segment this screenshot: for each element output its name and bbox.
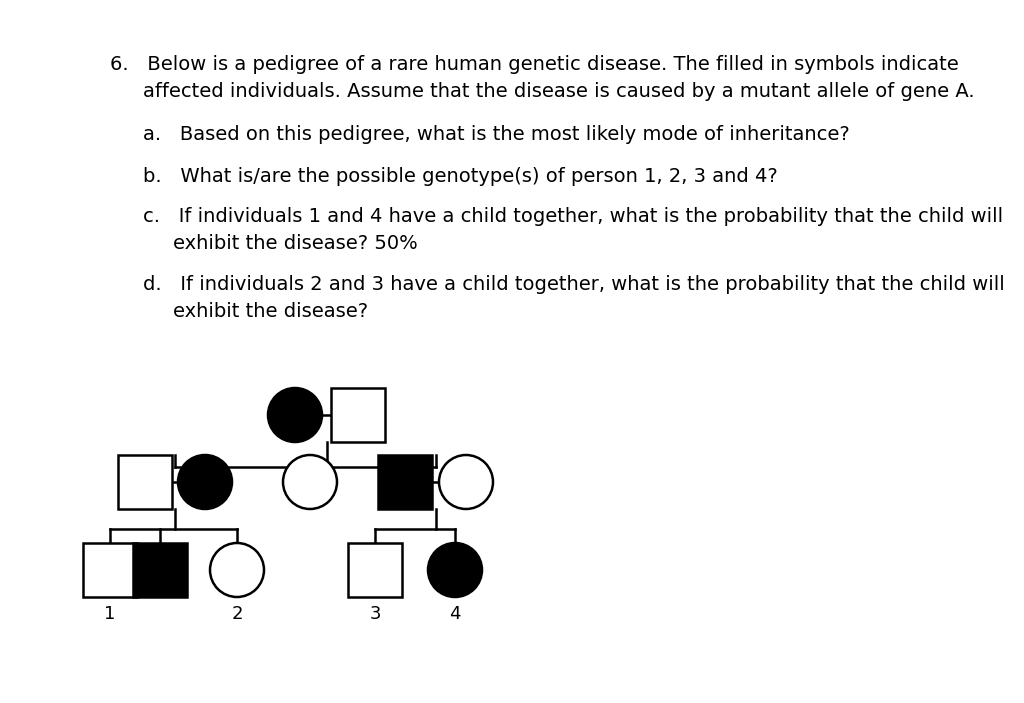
Circle shape [268, 388, 322, 442]
Text: a.   Based on this pedigree, what is the most likely mode of inheritance?: a. Based on this pedigree, what is the m… [143, 125, 850, 144]
Bar [83, 543, 137, 597]
Bar [348, 543, 402, 597]
Bar [378, 455, 432, 509]
Text: 3: 3 [370, 605, 381, 623]
Circle shape [283, 455, 337, 509]
Text: affected individuals. Assume that the disease is caused by a mutant allele of ge: affected individuals. Assume that the di… [143, 82, 975, 101]
Circle shape [428, 543, 482, 597]
Bar [118, 455, 172, 509]
Text: 2: 2 [231, 605, 243, 623]
Text: d.   If individuals 2 and 3 have a child together, what is the probability that : d. If individuals 2 and 3 have a child t… [143, 275, 1005, 294]
Bar [133, 543, 187, 597]
Text: exhibit the disease?: exhibit the disease? [173, 302, 368, 321]
Bar [331, 388, 385, 442]
Text: 6.   Below is a pedigree of a rare human genetic disease. The filled in symbols : 6. Below is a pedigree of a rare human g… [110, 55, 958, 74]
Text: 4: 4 [450, 605, 461, 623]
Circle shape [439, 455, 493, 509]
Circle shape [210, 543, 264, 597]
Text: c.   If individuals 1 and 4 have a child together, what is the probability that : c. If individuals 1 and 4 have a child t… [143, 207, 1004, 226]
Text: b.   What is/are the possible genotype(s) of person 1, 2, 3 and 4?: b. What is/are the possible genotype(s) … [143, 167, 778, 186]
Circle shape [178, 455, 232, 509]
Text: exhibit the disease? 50%: exhibit the disease? 50% [173, 234, 418, 253]
Text: 1: 1 [104, 605, 116, 623]
